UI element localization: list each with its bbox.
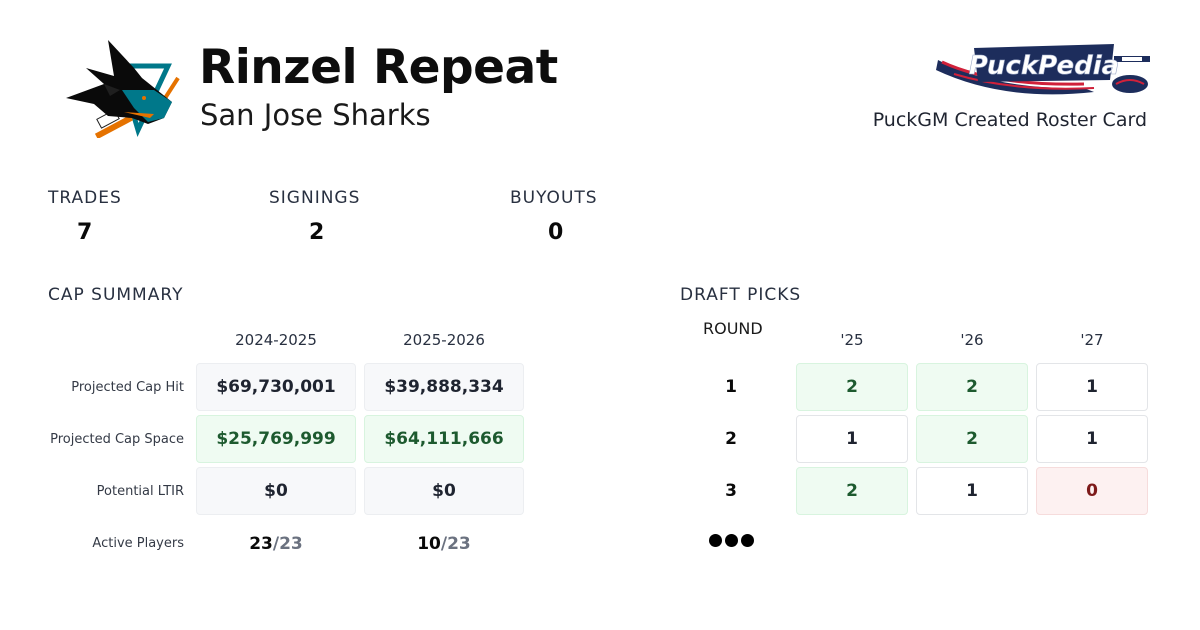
cap-space-2024: $25,769,999 <box>196 415 356 463</box>
round-header: ROUND <box>703 319 763 338</box>
ellipsis-icon <box>709 534 754 547</box>
pick-r2-27: 1 <box>1036 415 1148 463</box>
stat-label: SIGNINGS <box>269 188 361 208</box>
roster-card-caption: PuckGM Created Roster Card <box>872 109 1147 131</box>
pick-r3-27: 0 <box>1036 467 1148 515</box>
round-number: 3 <box>725 481 737 501</box>
team-name: San Jose Sharks <box>200 98 431 132</box>
cap-column-header: 2024-2025 <box>235 331 317 349</box>
stat-value: 2 <box>309 220 325 245</box>
active-count: 10 <box>417 534 441 554</box>
pick-r2-25: 1 <box>796 415 908 463</box>
round-number: 1 <box>725 377 737 397</box>
cap-row-label: Active Players <box>92 536 184 551</box>
draft-year-header: '27 <box>1080 331 1104 349</box>
round-number: 2 <box>725 429 737 449</box>
pick-r1-26: 2 <box>916 363 1028 411</box>
puckpedia-logo-icon[interactable]: PuckPedia <box>934 40 1152 102</box>
cap-column-header: 2025-2026 <box>403 331 485 349</box>
stat-label: TRADES <box>48 188 122 208</box>
stat-label: BUYOUTS <box>510 188 598 208</box>
svg-text:PuckPedia: PuckPedia <box>969 51 1119 81</box>
cap-hit-2025: $39,888,334 <box>364 363 524 411</box>
active-count: 23 <box>249 534 273 554</box>
ltir-2025: $0 <box>364 467 524 515</box>
pick-r1-27: 1 <box>1036 363 1148 411</box>
pick-r3-25: 2 <box>796 467 908 515</box>
active-max: /23 <box>440 534 471 554</box>
cap-hit-2024: $69,730,001 <box>196 363 356 411</box>
pick-r2-26: 2 <box>916 415 1028 463</box>
pick-r3-26: 1 <box>916 467 1028 515</box>
cap-summary-title: CAP SUMMARY <box>48 285 184 305</box>
cap-row-label: Potential LTIR <box>96 484 184 499</box>
ltir-2024: $0 <box>196 467 356 515</box>
pick-r1-25: 2 <box>796 363 908 411</box>
stat-value: 7 <box>77 220 93 245</box>
active-players-2024: 23/23 <box>196 532 356 556</box>
draft-year-header: '26 <box>960 331 984 349</box>
active-players-2025: 10/23 <box>364 532 524 556</box>
stat-value: 0 <box>548 220 564 245</box>
cap-row-label: Projected Cap Hit <box>71 380 184 395</box>
active-max: /23 <box>272 534 303 554</box>
draft-year-header: '25 <box>840 331 864 349</box>
stat-buyouts: BUYOUTS 0 <box>510 186 598 245</box>
sharks-logo-icon <box>64 38 186 140</box>
stat-signings: SIGNINGS 2 <box>269 186 361 245</box>
cap-row-label: Projected Cap Space <box>50 432 184 447</box>
cap-space-2025: $64,111,666 <box>364 415 524 463</box>
roster-title: Rinzel Repeat <box>199 40 558 95</box>
stat-trades: TRADES 7 <box>48 186 122 245</box>
draft-picks-title: DRAFT PICKS <box>680 285 802 305</box>
